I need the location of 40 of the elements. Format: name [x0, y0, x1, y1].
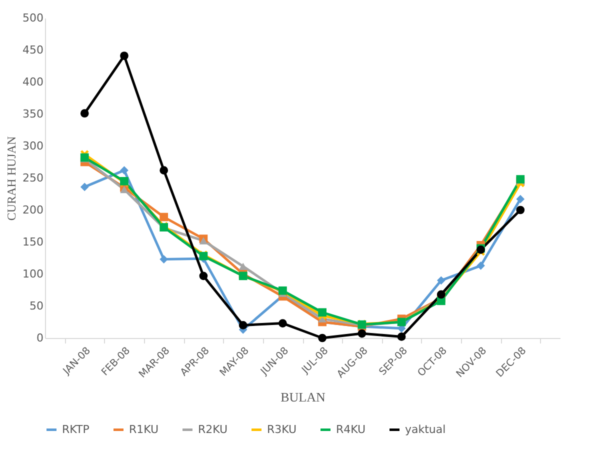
point: [120, 52, 128, 60]
point: [199, 272, 208, 280]
legend-label: RKTP: [62, 422, 90, 436]
point: [238, 262, 248, 270]
y-tick-label: 50: [30, 300, 44, 312]
point: [80, 182, 89, 192]
y-tick-label: 500: [22, 12, 44, 24]
point: [318, 308, 326, 317]
y-tick-label: 400: [22, 76, 44, 88]
legend-label: R4KU: [336, 422, 366, 436]
legend-label: yaktual: [405, 422, 446, 436]
point: [318, 334, 326, 342]
y-tick-label: 0: [36, 332, 44, 344]
legend-label: R1KU: [129, 422, 159, 436]
point: [436, 290, 446, 299]
y-tick-label: 450: [22, 44, 44, 56]
point: [80, 109, 89, 118]
y-tick-label: 200: [22, 204, 44, 216]
point: [120, 166, 128, 175]
point: [516, 206, 525, 214]
point: [120, 186, 128, 194]
y-axis-title: CURAH HUJAN: [4, 136, 19, 221]
y-tick-label: 350: [22, 108, 44, 120]
y-tick-label: 150: [22, 236, 44, 248]
x-axis-title: BULAN: [280, 390, 326, 405]
point: [436, 276, 446, 285]
y-tick-label: 100: [22, 268, 44, 280]
point: [516, 194, 525, 204]
legend-label: R2KU: [198, 422, 228, 436]
point: [358, 329, 366, 338]
y-tick-label: 250: [22, 172, 44, 184]
point: [160, 166, 168, 174]
point: [199, 237, 208, 244]
point: [238, 321, 248, 330]
point: [278, 319, 287, 328]
point: [397, 332, 406, 341]
point: [160, 212, 168, 222]
y-tick-label: 300: [22, 140, 44, 152]
point: [476, 261, 485, 270]
legend-label: R3KU: [267, 422, 297, 436]
